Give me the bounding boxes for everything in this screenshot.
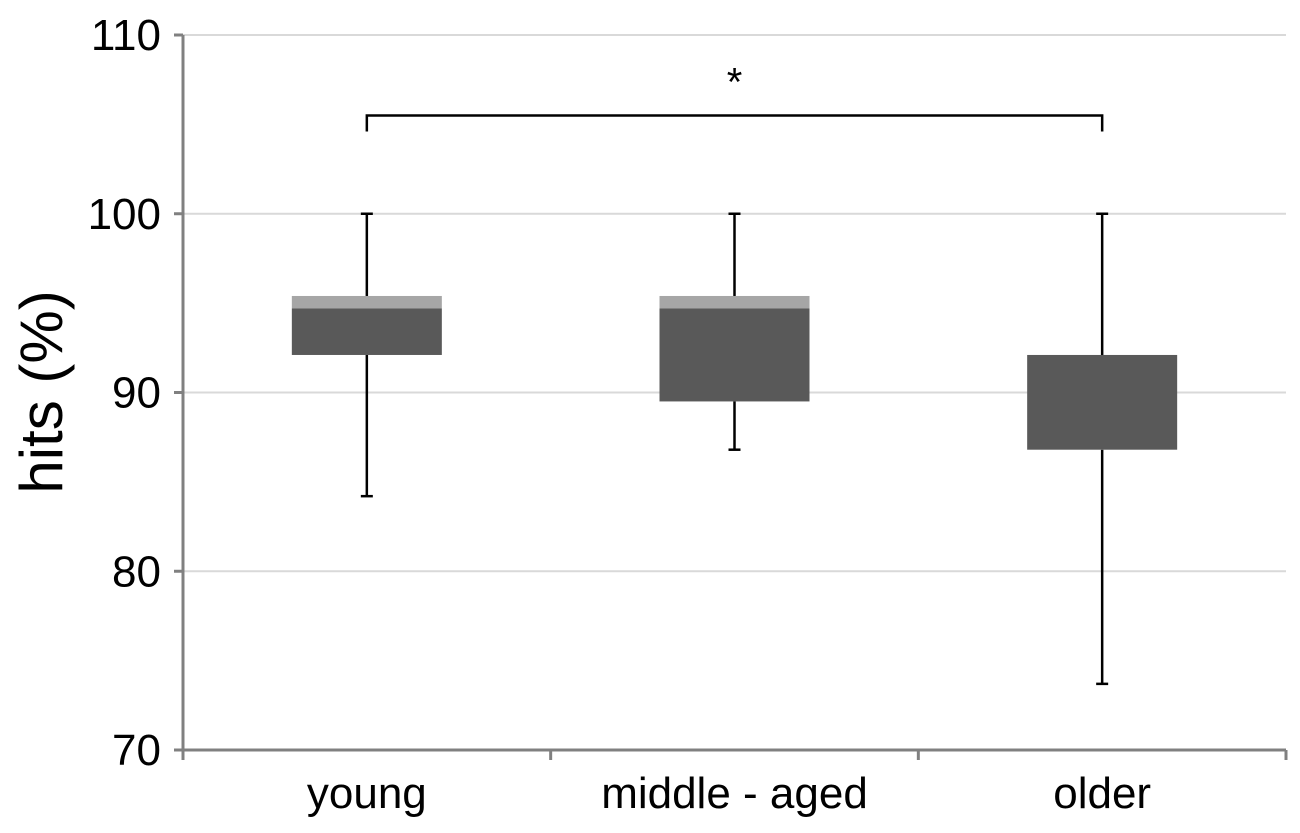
significance-star: * xyxy=(727,60,743,104)
y-axis-label: hits (%) xyxy=(8,290,75,493)
x-category-label: older xyxy=(1053,769,1151,818)
significance-annotation: * xyxy=(365,60,1104,132)
boxes xyxy=(291,212,1178,686)
y-tick-label-110: 110 xyxy=(91,11,161,60)
box-lower-middle-aged xyxy=(659,308,810,402)
axes: 70 80 90 100 110 young middle - aged older xyxy=(88,11,1288,818)
y-tick-label-100: 100 xyxy=(88,190,161,239)
y-tick-label-90: 90 xyxy=(112,369,161,418)
y-tick-label-80: 80 xyxy=(112,547,161,596)
box-upper-young xyxy=(291,295,442,309)
x-category-label: middle - aged xyxy=(601,769,868,818)
box-lower-older xyxy=(1027,354,1178,450)
box-upper-middle-aged xyxy=(659,295,810,309)
significance-bracket xyxy=(365,114,1104,132)
y-tick-label-70: 70 xyxy=(112,726,161,775)
x-category-label: young xyxy=(307,769,427,818)
box-lower-young xyxy=(291,308,442,355)
